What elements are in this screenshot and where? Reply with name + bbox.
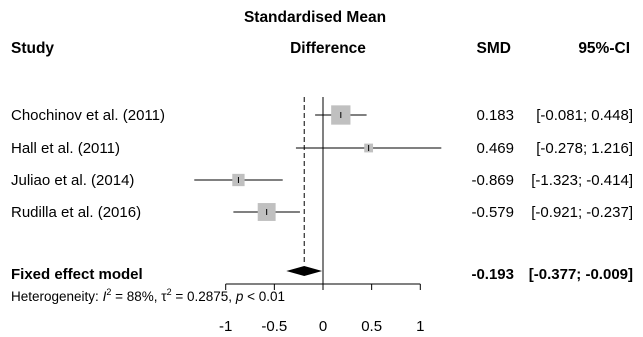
heterogeneity-text: Heterogeneity: I2 = 88%, τ2 = 0.2875, p … bbox=[11, 287, 285, 304]
smd-column-header: SMD bbox=[477, 40, 511, 57]
study-smd: -0.869 bbox=[471, 172, 514, 189]
tau-superscript: 2 bbox=[167, 287, 172, 297]
study-ci: [-0.921; -0.237] bbox=[531, 204, 633, 221]
study-ci: [-1.323; -0.414] bbox=[531, 172, 633, 189]
ci-column-header: 95%-CI bbox=[578, 40, 630, 57]
study-ci: [-0.278; 1.216] bbox=[536, 140, 633, 157]
pooled-label: Fixed effect model bbox=[11, 266, 143, 283]
plot-title-line1: Standardised Mean bbox=[244, 9, 386, 26]
x-axis-tick-label: 1 bbox=[416, 318, 424, 335]
pooled-ci: [-0.377; -0.009] bbox=[529, 266, 633, 283]
x-axis-tick-label: -0.5 bbox=[261, 318, 287, 335]
i2-superscript: 2 bbox=[106, 287, 111, 297]
study-smd: 0.183 bbox=[476, 107, 514, 124]
plot-title-line2: Difference bbox=[290, 40, 366, 57]
study-column-header: Study bbox=[11, 40, 54, 57]
i2-value: = 88%, bbox=[111, 289, 161, 304]
study-label: Hall et al. (2011) bbox=[11, 140, 120, 157]
i2-symbol: I bbox=[103, 289, 107, 304]
study-label: Chochinov et al. (2011) bbox=[11, 107, 165, 124]
x-axis-tick-label: 0.5 bbox=[361, 318, 382, 335]
study-label: Juliao et al. (2014) bbox=[11, 172, 134, 189]
study-label: Rudilla et al. (2016) bbox=[11, 204, 141, 221]
x-axis-tick-label: -1 bbox=[219, 318, 232, 335]
study-ci: [-0.081; 0.448] bbox=[536, 107, 633, 124]
pooled-smd: -0.193 bbox=[471, 266, 514, 283]
p-symbol: p bbox=[235, 289, 244, 304]
study-smd: -0.579 bbox=[471, 204, 514, 221]
x-axis-tick-label: 0 bbox=[319, 318, 327, 335]
study-smd: 0.469 bbox=[476, 140, 514, 157]
tau-symbol: τ bbox=[161, 289, 167, 304]
heterogeneity-prefix: Heterogeneity: bbox=[11, 289, 103, 304]
plot-marks: Chochinov et al. (2011) 0.183 [-0.081; 0.4… bbox=[11, 97, 633, 335]
pooled-diamond bbox=[286, 266, 323, 276]
p-value: < 0.01 bbox=[243, 289, 285, 304]
tau-value: = 0.2875, bbox=[172, 289, 236, 304]
